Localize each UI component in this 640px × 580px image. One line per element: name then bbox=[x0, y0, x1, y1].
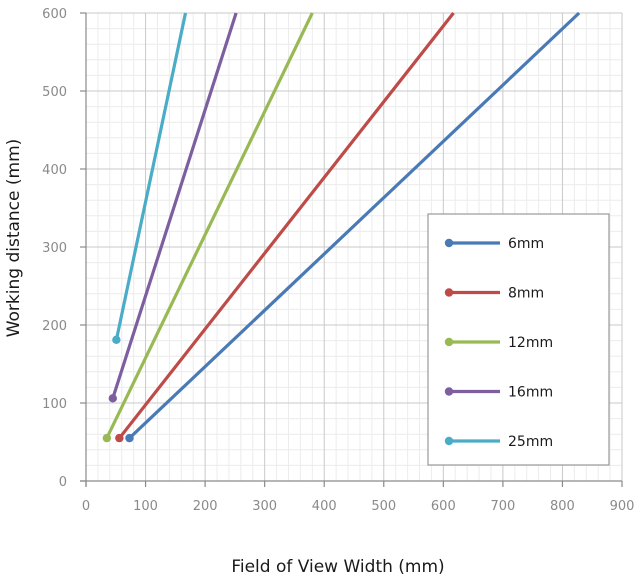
series-start-marker-8mm bbox=[115, 433, 124, 443]
y-tick-label: 600 bbox=[42, 7, 67, 22]
y-tick-label: 300 bbox=[42, 241, 67, 256]
legend-swatch-marker-12mm bbox=[444, 337, 454, 347]
x-tick-label: 500 bbox=[371, 499, 396, 514]
series-layer bbox=[102, 11, 581, 443]
series-line-25mm bbox=[114, 12, 188, 341]
series-line-6mm bbox=[128, 11, 581, 440]
x-tick-label: 0 bbox=[82, 499, 90, 514]
axes bbox=[80, 12, 623, 487]
series-start-marker-16mm bbox=[108, 394, 118, 403]
series-start-marker-25mm bbox=[112, 335, 121, 345]
series-line-8mm bbox=[118, 12, 455, 440]
y-tick-label: 100 bbox=[42, 397, 67, 412]
legend-label-6mm: 6mm bbox=[508, 236, 544, 252]
y-axis-title: Working distance (mm) bbox=[4, 139, 24, 338]
x-tick-label: 700 bbox=[490, 499, 515, 514]
legend-swatch-marker-6mm bbox=[444, 238, 454, 248]
legend-label-8mm: 8mm bbox=[508, 286, 544, 302]
x-axis-title: Field of View Width (mm) bbox=[231, 557, 444, 577]
legend: 6mm 8mm 12mm 16mm 25mm bbox=[427, 213, 610, 466]
series-line-12mm bbox=[105, 12, 314, 439]
x-tick-label: 400 bbox=[312, 499, 337, 514]
tick-labels: 0 100 200 300 400 500 600 700 800 900 0 100 200 300 40… bbox=[42, 7, 634, 514]
series-start-marker-6mm bbox=[125, 433, 134, 443]
legend-label-16mm: 16mm bbox=[508, 385, 553, 401]
series-line-16mm bbox=[111, 12, 238, 399]
legend-label-12mm: 12mm bbox=[508, 335, 553, 351]
x-tick-label: 200 bbox=[193, 499, 218, 514]
legend-swatch-marker-16mm bbox=[444, 387, 454, 396]
x-tick-label: 600 bbox=[431, 499, 456, 514]
y-tick-label: 400 bbox=[42, 163, 67, 178]
x-tick-label: 100 bbox=[133, 499, 158, 514]
legend-swatch-marker-8mm bbox=[444, 288, 454, 297]
legend-box bbox=[427, 213, 610, 466]
x-tick-label: 900 bbox=[610, 499, 635, 514]
y-tick-label: 0 bbox=[59, 475, 67, 490]
series-start-marker-12mm bbox=[102, 433, 112, 443]
legend-swatch-marker-25mm bbox=[444, 436, 454, 446]
y-tick-label: 200 bbox=[42, 319, 67, 334]
y-tick-label: 500 bbox=[42, 85, 67, 100]
x-tick-label: 300 bbox=[252, 499, 277, 514]
x-tick-label: 800 bbox=[550, 499, 575, 514]
legend-label-25mm: 25mm bbox=[508, 434, 553, 450]
